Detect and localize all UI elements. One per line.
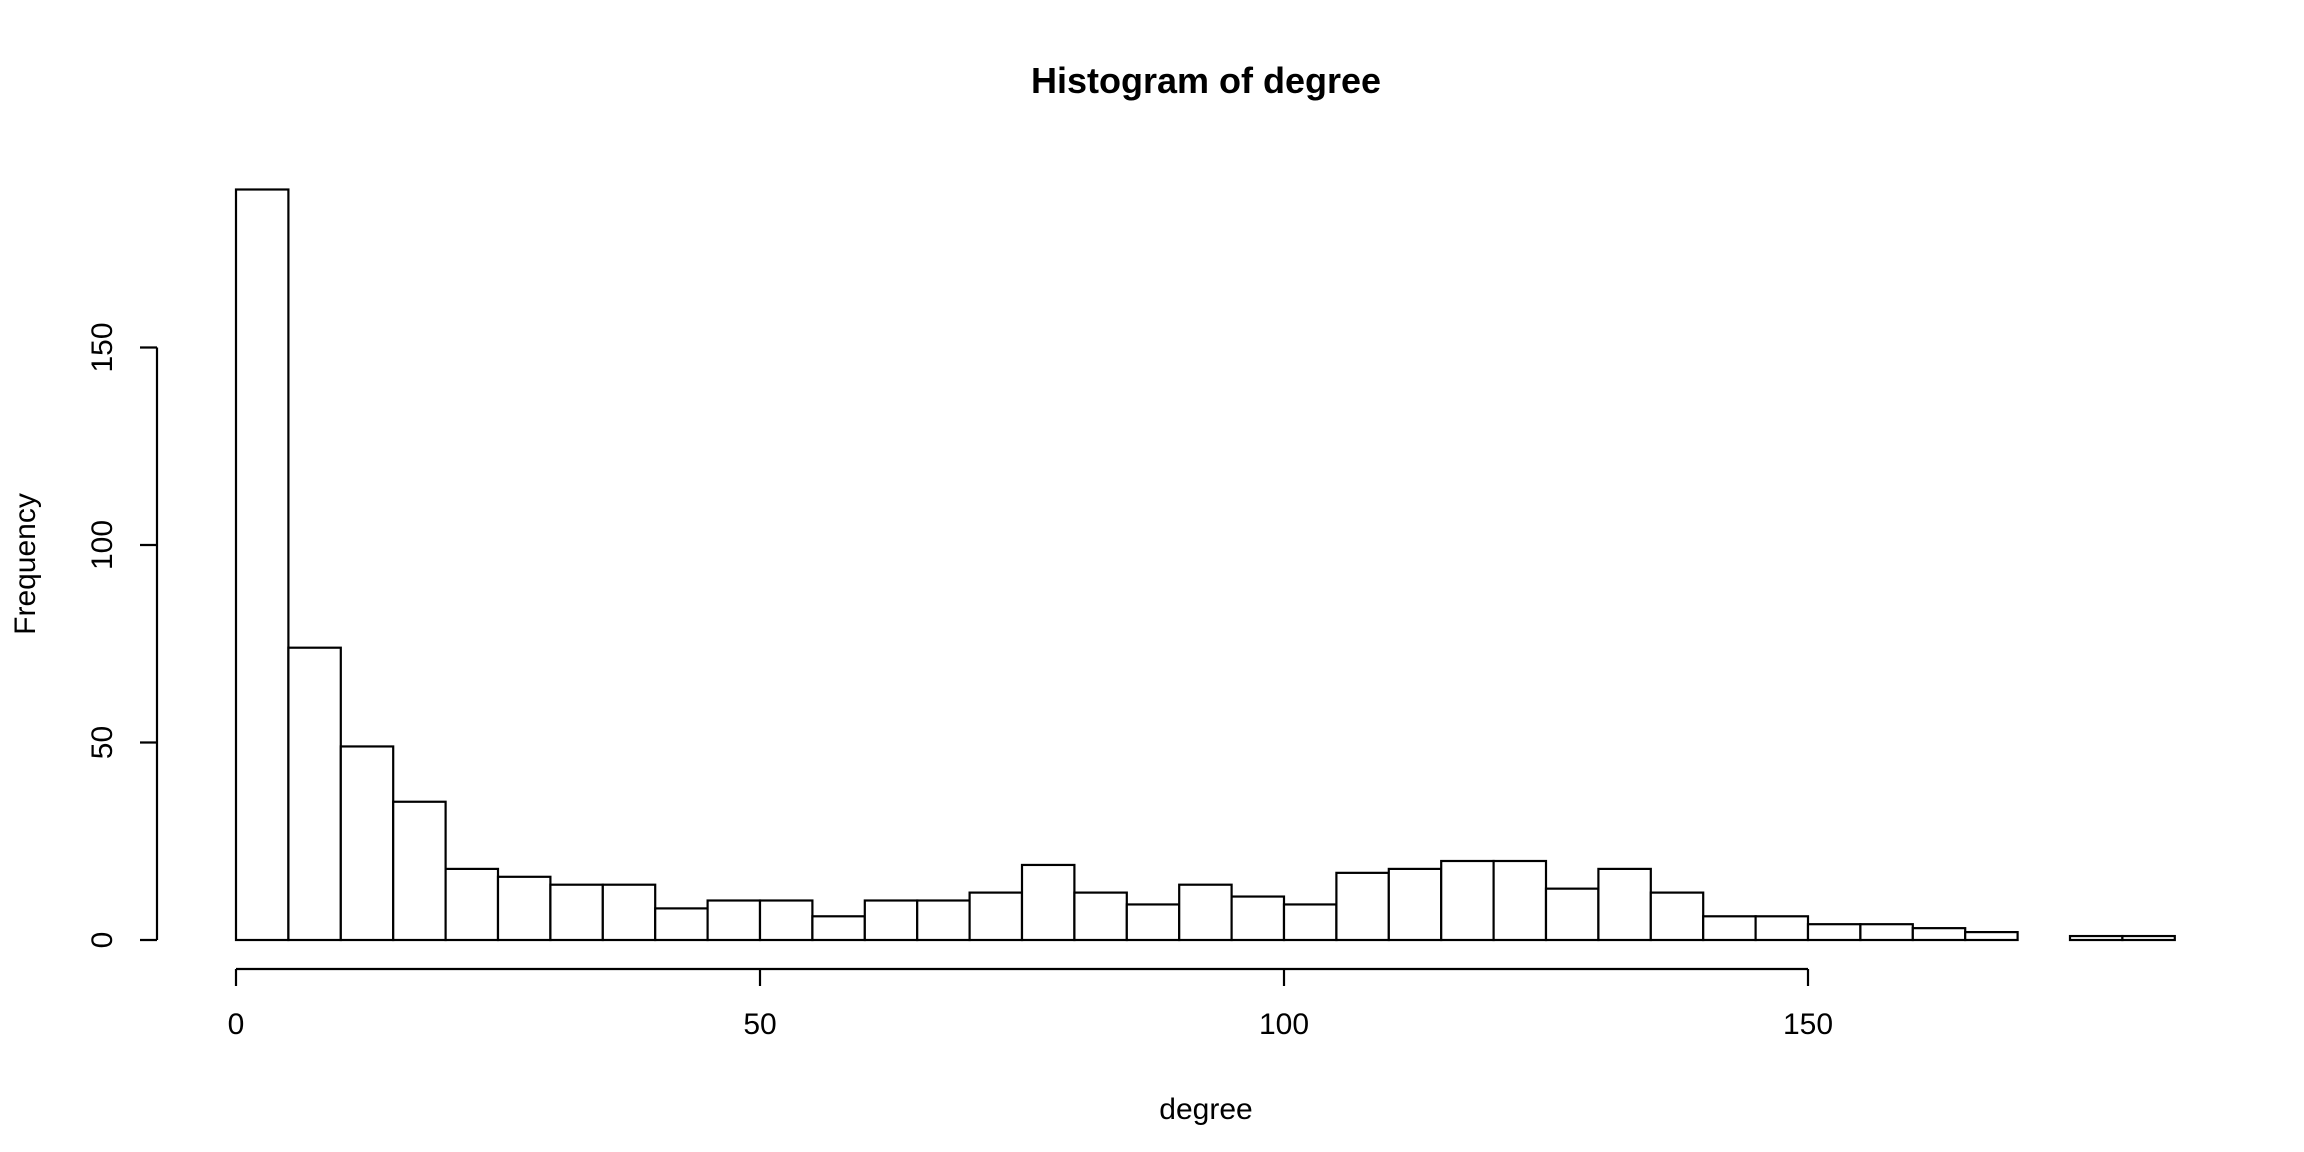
histogram-bar-95-100 [1230,895,1286,942]
histogram-bar-135-140 [1649,891,1705,942]
x-tick-label-0: 0 [228,1008,245,1041]
histogram-bar-0-5 [234,188,290,942]
histogram-bar-50-55 [758,899,814,942]
x-axis-title: degree [1159,1093,1252,1126]
histogram-bar-65-70 [916,899,971,942]
histogram-bar-5-10 [287,646,342,942]
x-tick-label-100: 100 [1259,1008,1309,1041]
histogram-bar-120-125 [1492,859,1548,942]
y-axis-title: Frequency [9,493,42,635]
y-tick-label-100: 100 [86,520,119,570]
histogram-bar-90-95 [1178,883,1233,942]
chart-title: Histogram of degree [1031,60,1381,101]
histogram-bar-35-40 [601,883,657,942]
histogram-bar-105-110 [1335,871,1390,942]
x-tick-label-50: 50 [743,1008,776,1041]
y-tick-label-0: 0 [86,932,119,949]
histogram-bar-55-60 [811,915,866,942]
histogram-bar-80-85 [1073,891,1128,942]
histogram-bar-75-80 [1020,863,1076,942]
histogram-bar-175-180 [2068,934,2124,942]
histogram-bar-45-50 [706,899,762,942]
histogram-bar-30-35 [549,883,604,942]
histogram-bar-150-155 [1806,923,1862,942]
y-axis: 0 50 100 150 [86,322,159,949]
histogram-bar-15-20 [392,800,447,942]
histogram-bar-115-120 [1440,859,1495,942]
histogram-bar-20-25 [444,867,500,942]
histogram-bar-25-30 [496,875,552,942]
histogram-bar-145-150 [1754,915,1810,942]
histogram-bar-40-45 [654,907,709,942]
histogram-bar-10-15 [339,745,395,942]
histogram-bar-160-165 [1911,927,1967,942]
y-tick-label-50: 50 [86,726,119,759]
histogram-bar-155-160 [1859,923,1914,942]
histogram-bars [234,188,2176,942]
x-tick-label-150: 150 [1783,1008,1833,1041]
histogram-bar-140-145 [1702,915,1757,942]
x-axis: 0 50 100 150 [228,967,1833,1041]
y-tick-label-150: 150 [86,322,119,372]
histogram-bar-125-130 [1544,887,1600,942]
histogram-bar-70-75 [968,891,1024,942]
histogram-bar-85-90 [1125,903,1181,942]
histogram-bar-100-105 [1282,903,1338,942]
histogram-bar-165-170 [1964,930,2019,942]
histogram-bar-180-185 [2121,934,2176,942]
histogram-bar-60-65 [863,899,919,942]
histogram-bar-110-115 [1387,867,1443,942]
histogram-bar-130-135 [1597,867,1652,942]
